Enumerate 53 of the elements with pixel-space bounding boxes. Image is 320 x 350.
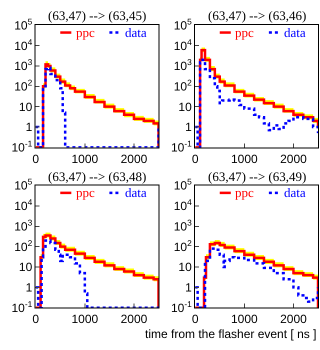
text: ppc [235, 25, 254, 40]
y-tick-label: 10$^{-1}$ [11, 138, 33, 155]
y-tick-label: 10$^{4}$ [174, 36, 192, 53]
y-tick-label: 10 [178, 100, 192, 114]
legend-label: data [284, 25, 306, 40]
y-tick-label: 10$^{4}$ [14, 36, 33, 53]
y-tick-label: 1 [26, 280, 33, 295]
y-tick-label: 10 [178, 260, 192, 274]
x-tick-label: 1000 [230, 312, 258, 326]
legend-label: data [125, 25, 147, 40]
x-tick-label: 2000 [120, 312, 148, 326]
x-tick-label: 0 [192, 312, 199, 326]
y-tick-label: 10$^{4}$ [14, 197, 33, 214]
y-tick-label: 1 [185, 280, 192, 295]
legend-label: ppc [76, 185, 95, 200]
y-tick-label: 1 [185, 120, 192, 134]
y-tick-label: 10 [18, 260, 33, 274]
y-tick-label: 10$^{5}$ [174, 176, 192, 193]
legend-label: data [125, 185, 147, 200]
text: ppc [235, 185, 254, 200]
x-tick-label: 1000 [71, 152, 98, 166]
y-tick-label: 10$^{-1}$ [170, 138, 192, 155]
x-tick-label: 0 [32, 152, 40, 166]
x-axis-title: time from the flasher event [ ns ] [145, 327, 316, 341]
y-tick-label: 10$^{5}$ [14, 176, 33, 193]
y-tick-label: 10$^{3}$ [14, 217, 33, 234]
y-tick-label: 10$^{4}$ [174, 197, 192, 214]
legend-label: ppc [76, 25, 95, 40]
x-tick-label: 0 [192, 152, 199, 166]
y-tick-label: 10$^{3}$ [174, 217, 192, 234]
x-tick-label: 1000 [230, 152, 258, 166]
x-tick-label: 2000 [280, 312, 308, 326]
y-tick-label: 10$^{3}$ [14, 57, 33, 74]
y-tick-label: 10$^{-1}$ [170, 298, 192, 315]
y-tick-label: 10$^{5}$ [174, 16, 192, 32]
chart-title: (63,47) --> (63,45) [48, 8, 146, 23]
chart-title: (63,47) --> (63,49) [208, 169, 306, 184]
legend-label: data [284, 185, 306, 200]
y-tick-label: 10 [18, 100, 33, 114]
y-tick-label: 1 [26, 120, 33, 134]
x-tick-label: 1000 [71, 312, 98, 326]
y-tick-label: 10$^{2}$ [174, 238, 192, 254]
y-tick-label: 10$^{5}$ [14, 16, 33, 32]
x-tick-label: 2000 [280, 152, 308, 166]
x-tick-label: 0 [32, 312, 40, 326]
chart-title: (63,47) --> (63,46) [208, 8, 306, 23]
y-tick-label: 10$^{2}$ [14, 77, 33, 94]
y-tick-label: 10$^{2}$ [174, 77, 192, 94]
y-tick-label: 10$^{-1}$ [11, 298, 33, 315]
y-tick-label: 10$^{3}$ [174, 57, 192, 74]
chart-title: (63,47) --> (63,48) [48, 169, 146, 184]
x-tick-label: 2000 [120, 152, 148, 166]
y-tick-label: 10$^{2}$ [14, 238, 33, 254]
